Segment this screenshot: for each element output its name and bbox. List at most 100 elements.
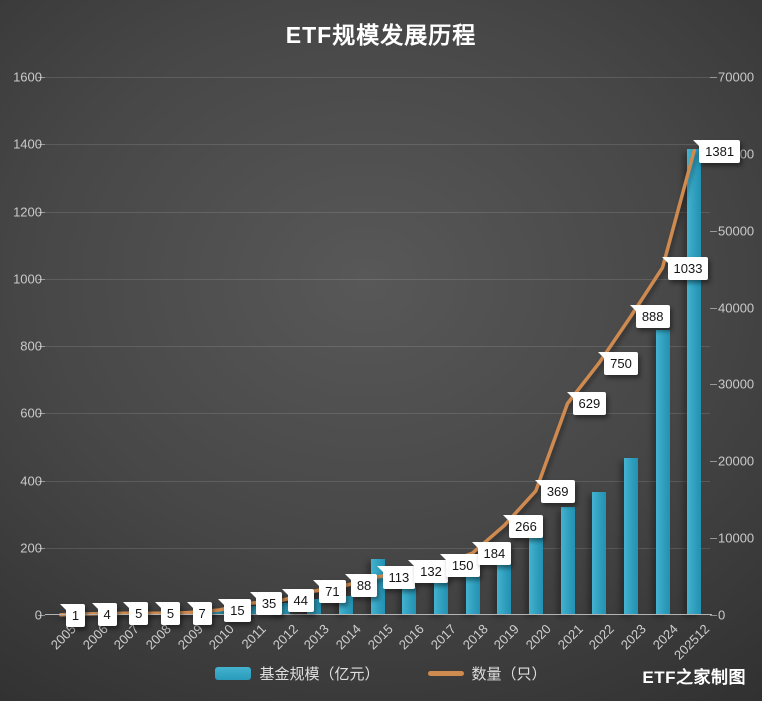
y-axis-right-label: 30000: [718, 376, 755, 392]
y-axis-left-label: 1400: [13, 136, 42, 152]
x-axis-label-2014: 2014: [332, 621, 364, 653]
data-label-2010: 15: [218, 598, 251, 622]
data-label-2013: 71: [313, 580, 346, 604]
gridline: [45, 278, 710, 280]
data-label-202512: 1381: [693, 139, 741, 163]
bar-2018: [465, 574, 480, 614]
y-axis-right-label: 20000: [718, 453, 755, 469]
data-label-2020: 369: [534, 479, 575, 503]
y-axis-left-tick: [38, 346, 45, 347]
bar-2020: [528, 536, 543, 614]
data-label-2011: 35: [249, 592, 283, 616]
x-axis-label-2022: 2022: [586, 621, 618, 653]
data-label-2009: 7: [186, 601, 212, 625]
x-axis-label-2018: 2018: [459, 621, 491, 653]
y-axis-right-label: 10000: [718, 530, 755, 546]
gridline: [45, 480, 710, 482]
bar-2011: [243, 606, 258, 614]
y-axis-left-tick: [38, 144, 45, 146]
bar-2012: [275, 602, 290, 614]
gridline: [45, 144, 710, 146]
legend-item-line-series[interactable]: 数量（只）: [427, 663, 547, 684]
x-axis-label-2015: 2015: [364, 621, 396, 653]
y-axis-left-label: 600: [20, 405, 42, 421]
data-label-2008: 5: [154, 602, 181, 626]
x-axis-label-2016: 2016: [396, 621, 428, 653]
legend-bar-label: 基金规模（亿元）: [259, 665, 380, 683]
x-axis-line: [45, 614, 712, 615]
data-label-2019: 266: [503, 514, 543, 538]
y-axis-left-label: 1200: [13, 204, 42, 219]
data-label-2024: 1033: [661, 256, 709, 280]
gridline: [45, 413, 710, 415]
data-label-2016: 132: [408, 559, 448, 583]
y-axis-right-tick: [710, 307, 717, 309]
line-path: [59, 148, 696, 617]
x-axis-label-2019: 2019: [491, 621, 523, 653]
line-series: [59, 148, 696, 617]
bar-2017: [433, 579, 448, 614]
x-axis-label-2021: 2021: [554, 621, 586, 653]
watermark: ETF之家制图: [642, 668, 746, 687]
y-axis-left-tick: [38, 547, 45, 549]
y-axis-left-label: 1000: [13, 271, 42, 287]
y-axis-right-label: 50000: [718, 223, 755, 239]
data-label-2018: 184: [471, 542, 512, 566]
gridline: [45, 211, 710, 213]
x-axis-label-2006: 2006: [79, 621, 111, 653]
x-axis-label-2008: 2008: [142, 621, 174, 653]
y-axis-right-label: 40000: [718, 300, 755, 316]
y-axis-left-tick: [38, 615, 45, 616]
x-axis-label-2007: 2007: [111, 621, 143, 653]
y-axis-left-tick: [38, 413, 45, 415]
bar-series-swatch-icon: [215, 666, 252, 680]
data-label-2017: 150: [439, 553, 480, 577]
plot-area: 1 4 5 5 7 15 35 44 71 88 113 132 150 184 266 369 629 750 8…: [45, 77, 741, 627]
y-axis-right-label: 70000: [718, 69, 755, 85]
y-axis-left-label: 0: [34, 607, 42, 623]
bar-2023: [623, 457, 638, 614]
y-axis-left-tick: [38, 77, 45, 78]
y-axis-right-tick: [710, 461, 717, 463]
y-axis-left-tick: [38, 278, 45, 280]
data-label-2007: 5: [123, 602, 149, 626]
bar-2022: [592, 491, 607, 614]
chart-title: ETF规模发展历程: [285, 22, 477, 48]
y-axis-left-tick: [38, 480, 45, 482]
y-axis-right-label: 0: [718, 607, 726, 623]
bar-2019: [497, 564, 512, 614]
x-axis-label-2011: 2011: [238, 621, 269, 652]
y-axis-right-tick: [710, 77, 717, 78]
bar-2016: [402, 587, 417, 614]
x-axis-label-2023: 2023: [617, 621, 649, 653]
x-axis-label-2020: 2020: [522, 621, 554, 653]
bar-2021: [560, 507, 575, 614]
x-axis-label-2010: 2010: [206, 621, 238, 653]
y-axis-left-label: 800: [20, 338, 42, 354]
y-axis-right-tick: [710, 538, 717, 540]
legend-line-label: 数量（只）: [471, 665, 547, 683]
y-axis-left-label: 1600: [13, 69, 42, 85]
data-label-2023: 888: [629, 305, 670, 329]
gridline: [45, 547, 710, 549]
data-label-2022: 750: [598, 351, 638, 375]
y-axis-right-tick: [710, 230, 717, 232]
legend: 基金规模（亿元） 数量（只）: [0, 660, 762, 686]
y-axis-left-label: 200: [20, 540, 42, 556]
data-label-2021: 629: [566, 392, 607, 416]
data-label-2006: 4: [91, 602, 117, 626]
x-axis-label-2012: 2012: [269, 621, 301, 653]
data-label-2014: 88: [344, 574, 378, 598]
y-axis-left-label: 400: [20, 473, 42, 488]
gridline: [45, 77, 710, 78]
line-series-swatch-icon: [427, 670, 464, 676]
x-axis-label-2017: 2017: [427, 621, 459, 653]
x-axis-label-2009: 2009: [174, 621, 206, 653]
gridline: [45, 346, 710, 347]
legend-item-bar-series[interactable]: 基金规模（亿元）: [215, 663, 380, 684]
data-label-2005: 1: [59, 603, 86, 627]
data-label-2015: 113: [376, 566, 416, 589]
x-axis-label-2013: 2013: [301, 621, 333, 653]
y-axis-right-tick: [710, 384, 717, 386]
